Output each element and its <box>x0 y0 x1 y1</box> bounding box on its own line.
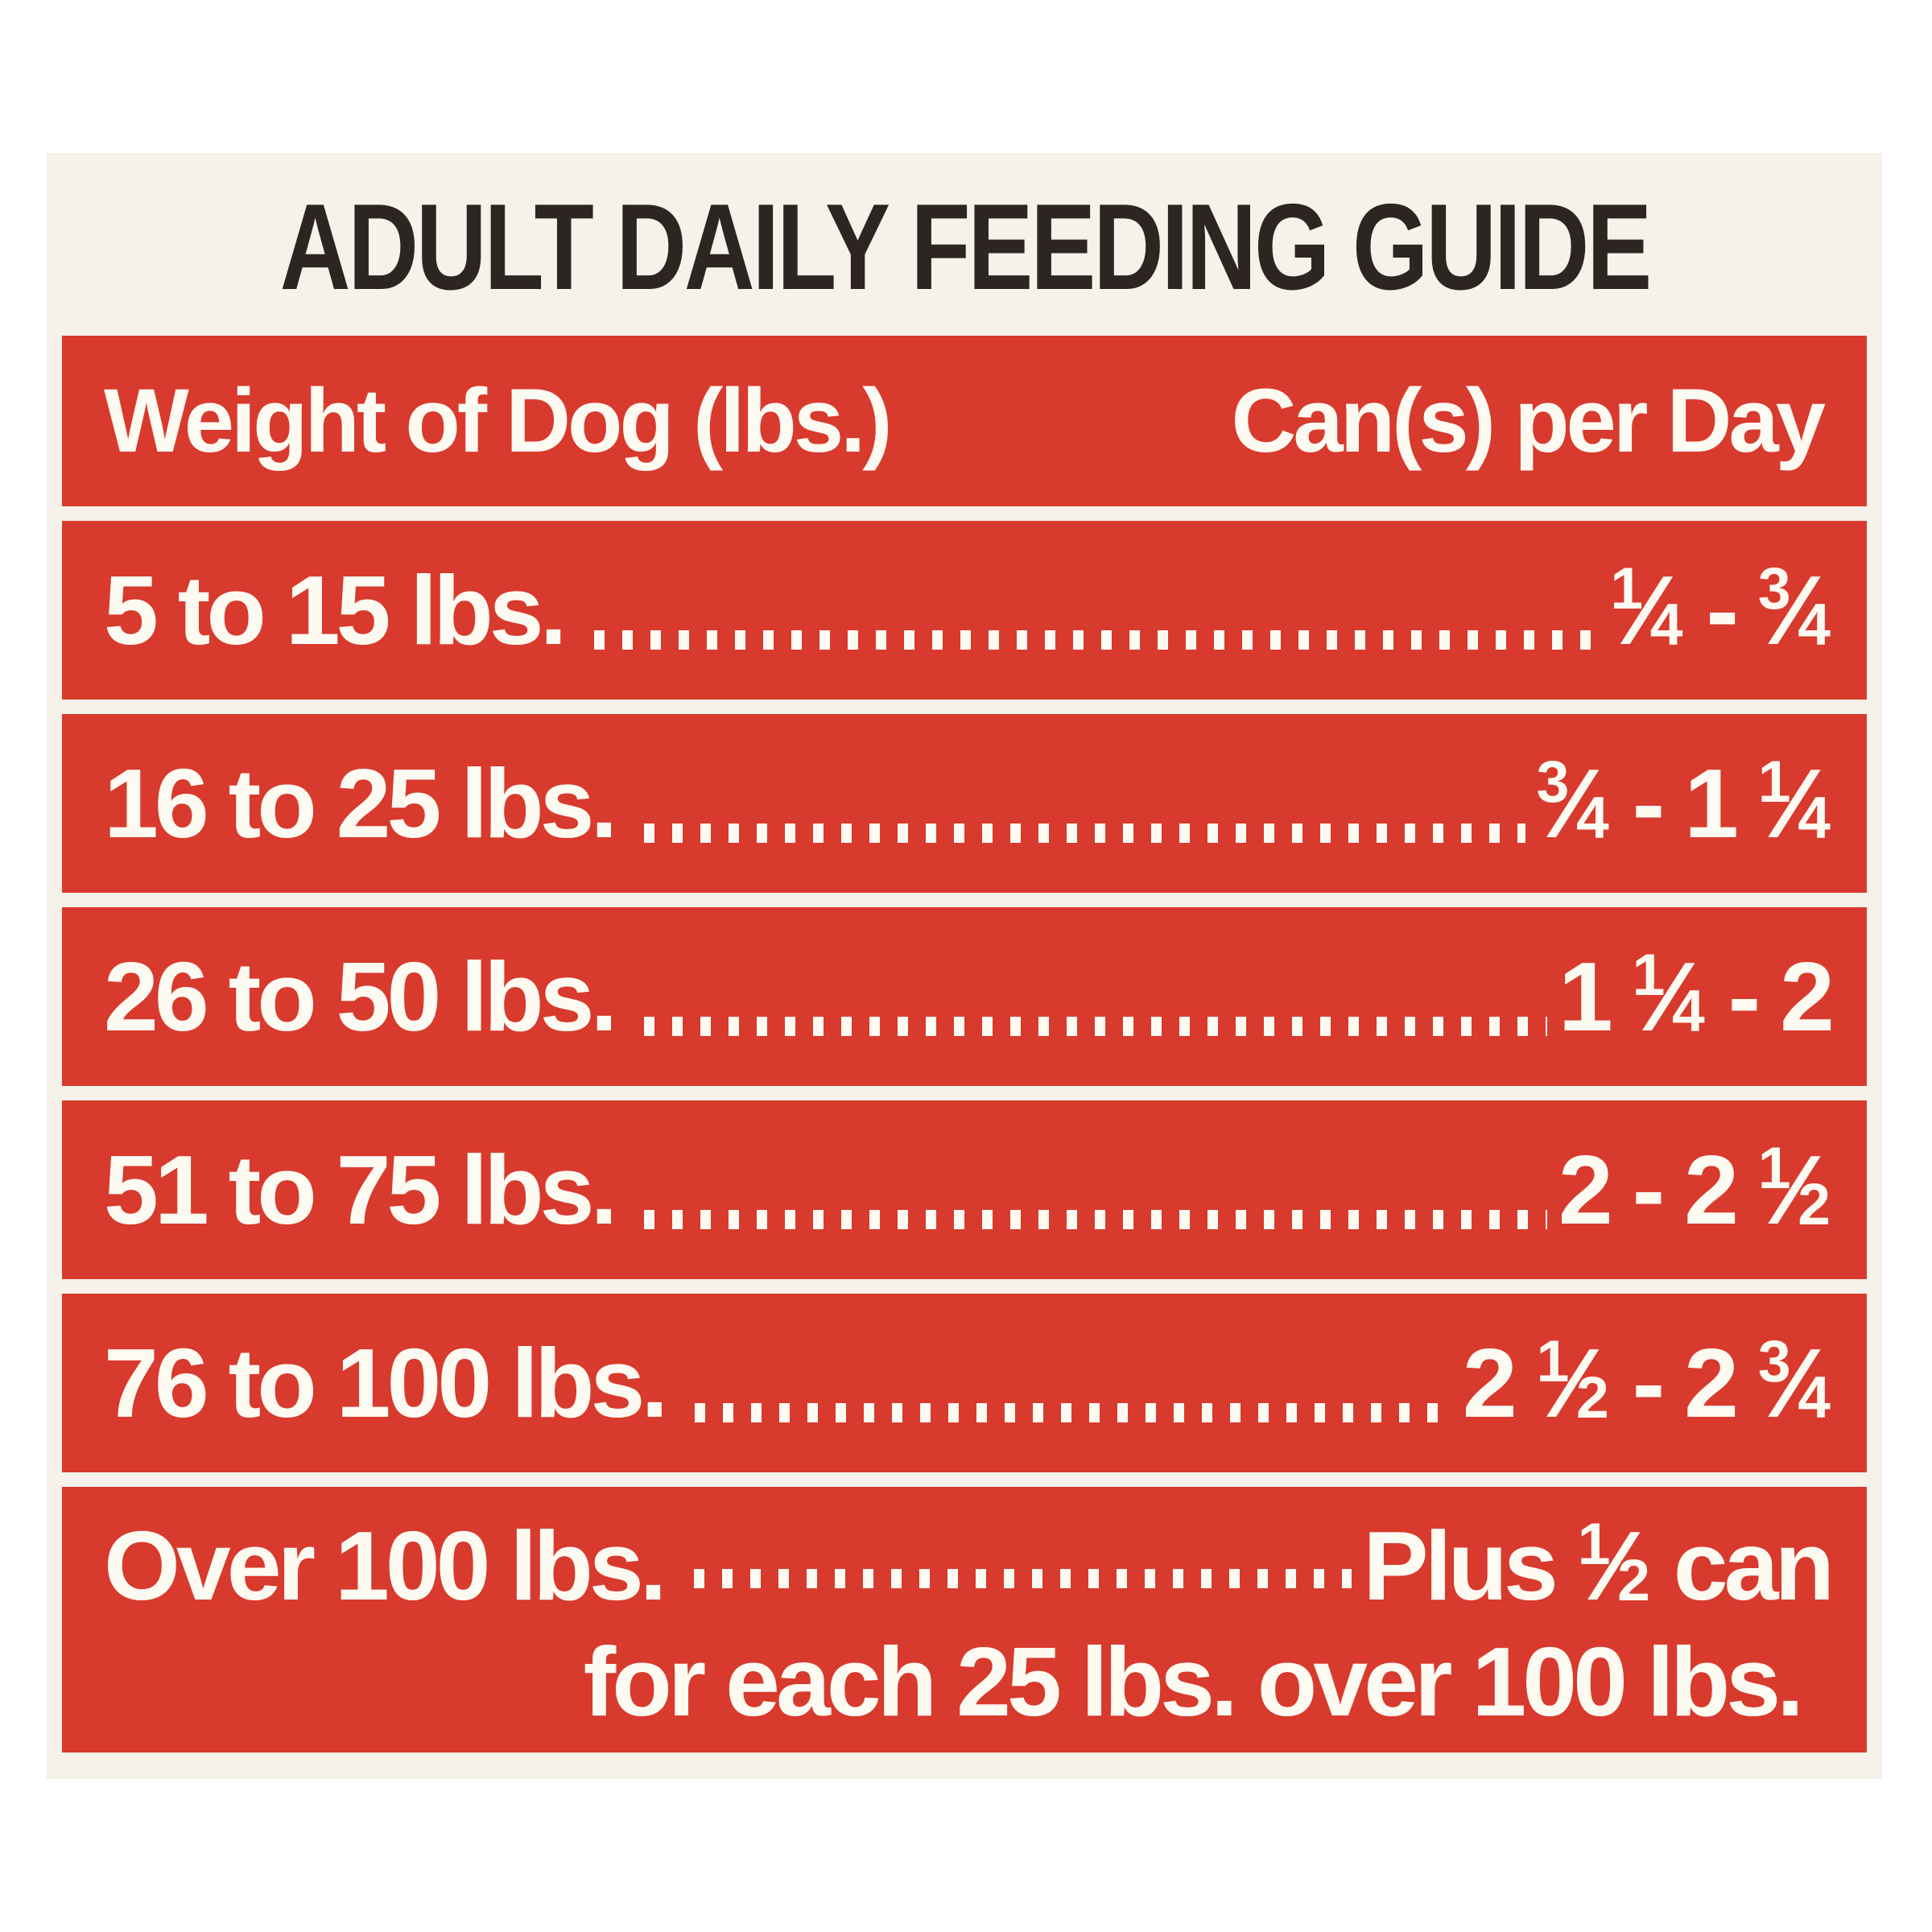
dot-leader <box>693 1492 1352 1638</box>
feeding-table: Weight of Dog (lbs.) Can(s) per Day 5 to… <box>62 335 1867 1752</box>
table-row: 26 to 50 lbs. 1 1⁄4 - 2 <box>62 906 1867 1086</box>
fraction: 3⁄4 <box>1757 1327 1831 1438</box>
weight-cell: 26 to 50 lbs. <box>104 941 617 1051</box>
weight-cell: Over 100 lbs. <box>104 1510 667 1620</box>
fraction: 1⁄2 <box>1536 1327 1609 1438</box>
table-header-row: Weight of Dog (lbs.) Can(s) per Day <box>62 335 1867 506</box>
fraction: 3⁄4 <box>1536 748 1609 858</box>
cans-cell: 3⁄4 - 1 1⁄4 <box>1536 748 1831 858</box>
table-row-line: 16 to 25 lbs. 3⁄4 - 1 1⁄4 <box>104 713 1831 893</box>
dot-leader <box>644 906 1547 1086</box>
dot-leader <box>593 520 1600 700</box>
table-row-line: 5 to 15 lbs. 1⁄4 - 3⁄4 <box>104 520 1831 700</box>
fraction: 1⁄2 <box>1577 1510 1650 1620</box>
header-cans-column: Can(s) per Day <box>1231 370 1826 472</box>
cans-cell: 1 1⁄4 - 2 <box>1558 941 1835 1051</box>
fraction: 1⁄2 <box>1757 1134 1831 1245</box>
weight-cell: 16 to 25 lbs. <box>104 748 617 858</box>
weight-cell: 76 to 100 lbs. <box>104 1327 668 1438</box>
table-row-line: 76 to 100 lbs. 2 1⁄2 - 2 3⁄4 <box>104 1293 1831 1472</box>
table-row: 16 to 25 lbs. 3⁄4 - 1 1⁄4 <box>62 713 1867 893</box>
dot-leader <box>695 1293 1451 1472</box>
label-title-text: ADULT DAILY FEEDING GUIDE <box>279 179 1652 316</box>
feeding-guide-label: ADULT DAILY FEEDING GUIDE Weight of Dog … <box>47 153 1882 1779</box>
table-row-line: Over 100 lbs. Plus 1⁄2 can <box>104 1492 1835 1638</box>
fraction: 1⁄4 <box>1632 941 1705 1051</box>
header-weight-column: Weight of Dog (lbs.) <box>104 370 893 472</box>
label-title: ADULT DAILY FEEDING GUIDE <box>47 153 1882 318</box>
table-row: 51 to 75 lbs. 2 - 2 1⁄2 <box>62 1100 1867 1279</box>
weight-cell: 51 to 75 lbs. <box>104 1134 617 1245</box>
table-row-line: 26 to 50 lbs. 1 1⁄4 - 2 <box>104 906 1835 1086</box>
cans-cell: 2 1⁄2 - 2 3⁄4 <box>1462 1327 1831 1438</box>
fraction: 1⁄4 <box>1610 555 1683 665</box>
table-row: 76 to 100 lbs. 2 1⁄2 - 2 3⁄4 <box>62 1293 1867 1472</box>
weight-cell: 5 to 15 lbs. <box>104 555 568 665</box>
cans-cell: 2 - 2 1⁄2 <box>1558 1134 1831 1245</box>
table-row-line: 51 to 75 lbs. 2 - 2 1⁄2 <box>104 1100 1831 1279</box>
table-row: Over 100 lbs. Plus 1⁄2 can for each 25 l… <box>62 1486 1867 1752</box>
dot-leader <box>644 713 1525 893</box>
fraction: 3⁄4 <box>1757 555 1831 665</box>
cans-cell: Plus 1⁄2 can <box>1363 1510 1835 1620</box>
cans-cell: 1⁄4 - 3⁄4 <box>1610 555 1831 665</box>
table-row: 5 to 15 lbs. 1⁄4 - 3⁄4 <box>62 520 1867 700</box>
note-line: for each 25 lbs. over 100 lbs. <box>583 1626 1804 1736</box>
dot-leader <box>644 1100 1547 1279</box>
fraction: 1⁄4 <box>1757 748 1831 858</box>
